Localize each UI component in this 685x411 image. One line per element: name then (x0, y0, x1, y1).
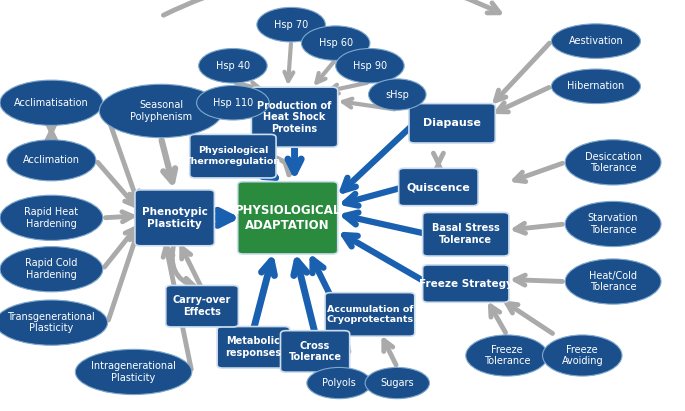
Ellipse shape (565, 201, 661, 247)
FancyBboxPatch shape (251, 87, 338, 147)
Text: Hsp 70: Hsp 70 (274, 20, 308, 30)
Ellipse shape (75, 349, 192, 395)
Ellipse shape (99, 84, 223, 138)
Ellipse shape (565, 140, 661, 185)
Text: Accumulation of
Cryoprotectants: Accumulation of Cryoprotectants (326, 305, 414, 324)
Text: Basal Stress
Tolerance: Basal Stress Tolerance (432, 224, 499, 245)
Ellipse shape (197, 85, 269, 120)
FancyArrowPatch shape (273, 157, 295, 175)
FancyBboxPatch shape (423, 212, 509, 256)
FancyBboxPatch shape (409, 104, 495, 143)
FancyBboxPatch shape (135, 190, 214, 246)
Text: Seasonal
Polyphenism: Seasonal Polyphenism (130, 100, 192, 122)
Ellipse shape (466, 335, 548, 376)
Text: Freeze
Tolerance: Freeze Tolerance (484, 345, 530, 366)
Text: Sugars: Sugars (380, 378, 414, 388)
Text: Acclimatisation: Acclimatisation (14, 98, 89, 108)
Text: Desiccation
Tolerance: Desiccation Tolerance (584, 152, 642, 173)
FancyBboxPatch shape (399, 169, 478, 206)
Ellipse shape (365, 367, 429, 399)
Ellipse shape (543, 335, 622, 376)
Text: Rapid Heat
Hardening: Rapid Heat Hardening (24, 207, 79, 229)
Text: PHYSIOLOGICAL
ADAPTATION: PHYSIOLOGICAL ADAPTATION (234, 204, 341, 232)
Text: Hsp 40: Hsp 40 (216, 61, 250, 71)
Ellipse shape (0, 195, 103, 240)
Text: Hsp 60: Hsp 60 (319, 38, 353, 48)
Text: Transgenerational
Plasticity: Transgenerational Plasticity (8, 312, 95, 333)
Text: Freeze
Avoiding: Freeze Avoiding (562, 345, 603, 366)
Ellipse shape (336, 48, 404, 83)
Ellipse shape (307, 367, 371, 399)
Ellipse shape (0, 300, 108, 345)
Text: Freeze Strategy: Freeze Strategy (419, 279, 513, 289)
Text: Polyols: Polyols (322, 378, 356, 388)
Text: Hsp 90: Hsp 90 (353, 61, 387, 71)
Text: sHsp: sHsp (386, 90, 409, 99)
Text: Cross
Tolerance: Cross Tolerance (288, 341, 342, 362)
Text: Hibernation: Hibernation (567, 81, 625, 91)
FancyBboxPatch shape (238, 182, 338, 254)
Text: Heat/Cold
Tolerance: Heat/Cold Tolerance (589, 271, 637, 292)
Ellipse shape (0, 247, 103, 292)
Text: Acclimation: Acclimation (23, 155, 80, 165)
FancyBboxPatch shape (281, 330, 350, 372)
FancyBboxPatch shape (166, 285, 238, 327)
Text: Carry-over
Effects: Carry-over Effects (173, 296, 232, 317)
FancyArrowPatch shape (164, 0, 499, 15)
Ellipse shape (369, 79, 426, 110)
Ellipse shape (551, 69, 640, 104)
Text: Metabolic
responses: Metabolic responses (225, 337, 282, 358)
FancyArrowPatch shape (172, 243, 195, 288)
Text: Phenotypic
Plasticity: Phenotypic Plasticity (142, 207, 208, 229)
FancyBboxPatch shape (190, 134, 276, 178)
FancyBboxPatch shape (325, 293, 415, 336)
Ellipse shape (7, 140, 96, 181)
Ellipse shape (257, 7, 325, 42)
Ellipse shape (551, 24, 640, 58)
FancyBboxPatch shape (217, 326, 290, 368)
Text: Production of
Heat Shock
Proteins: Production of Heat Shock Proteins (258, 101, 332, 134)
Text: Rapid Cold
Hardening: Rapid Cold Hardening (25, 259, 77, 280)
Ellipse shape (0, 80, 103, 125)
Text: Physiological
Thermoregulation: Physiological Thermoregulation (185, 146, 281, 166)
Ellipse shape (301, 26, 370, 60)
FancyBboxPatch shape (423, 265, 509, 302)
Text: Starvation
Tolerance: Starvation Tolerance (588, 213, 638, 235)
Ellipse shape (565, 259, 661, 304)
Text: Aestivation: Aestivation (569, 36, 623, 46)
Text: Diapause: Diapause (423, 118, 481, 128)
Text: Hsp 110: Hsp 110 (213, 98, 253, 108)
Ellipse shape (199, 48, 267, 83)
Text: Intragenerational
Plasticity: Intragenerational Plasticity (91, 361, 176, 383)
Text: Quiscence: Quiscence (406, 182, 471, 192)
